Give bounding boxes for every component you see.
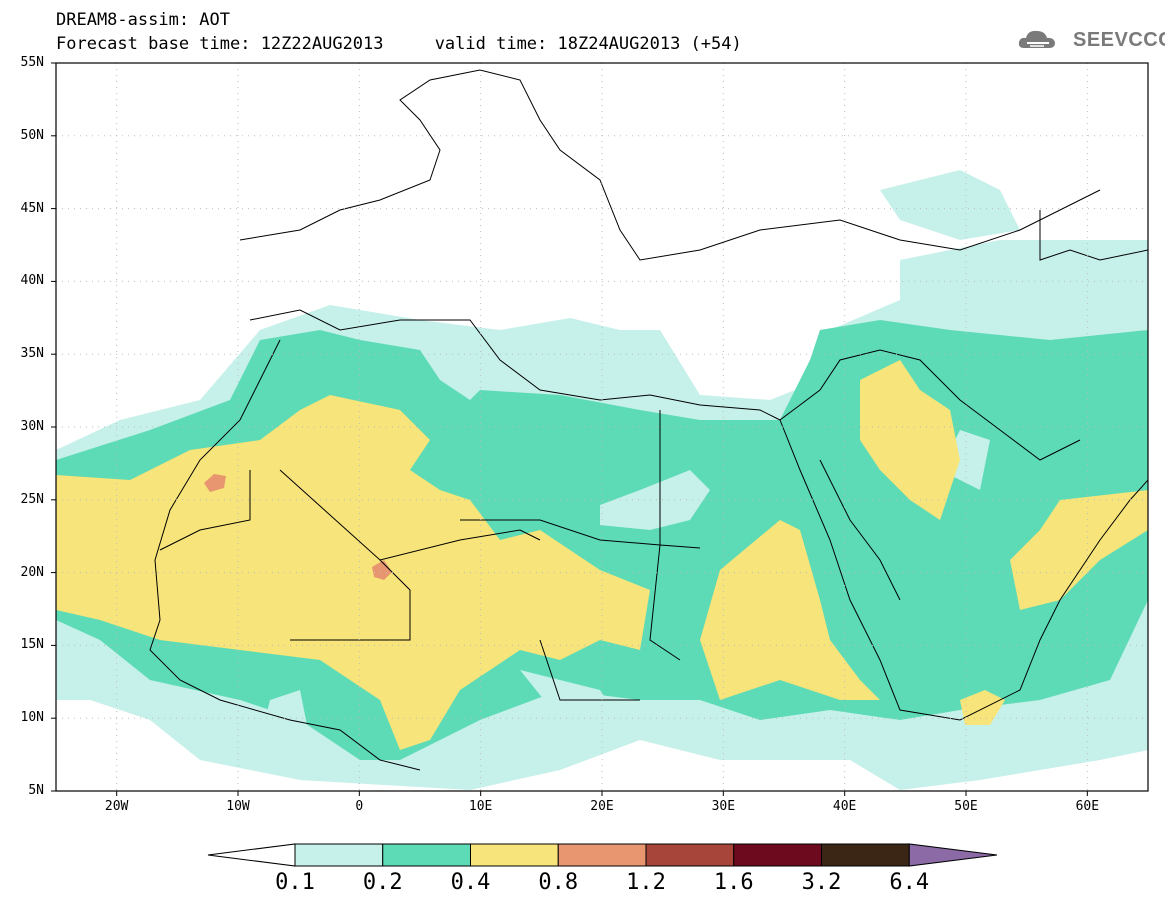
lat-label: 50N bbox=[20, 127, 44, 143]
lat-label: 10N bbox=[20, 710, 44, 726]
lon-label: 40E bbox=[832, 799, 857, 814]
lat-label: 20N bbox=[20, 564, 44, 580]
colorbar-label: 6.4 bbox=[889, 870, 930, 895]
logo-text: SEEVCCC bbox=[1073, 29, 1165, 51]
colorbar-under-triangle bbox=[207, 843, 296, 867]
lat-label: 40N bbox=[20, 273, 44, 289]
colorbar-label: 1.6 bbox=[713, 870, 754, 895]
map-title: DREAM8-assim: AOT bbox=[56, 10, 230, 30]
lat-label: 55N bbox=[20, 55, 44, 70]
lon-label: 10E bbox=[468, 799, 493, 814]
colorbar-swatch bbox=[557, 843, 647, 867]
colorbar-label: 0.4 bbox=[450, 870, 491, 895]
colorbar-swatch bbox=[821, 843, 910, 867]
colorbar-swatch bbox=[382, 843, 471, 867]
lat-label: 25N bbox=[20, 491, 44, 507]
lat-label: 5N bbox=[28, 783, 44, 798]
lon-label: 10W bbox=[226, 799, 250, 814]
lon-label: 30E bbox=[711, 799, 736, 814]
lon-label: 20E bbox=[590, 799, 614, 814]
colorbar-label: 1.2 bbox=[626, 870, 666, 895]
lon-label: 0 bbox=[355, 799, 364, 814]
colorbar-swatch bbox=[733, 843, 822, 867]
forecast-times: Forecast base time: 12Z22AUG2013 valid t… bbox=[56, 34, 742, 54]
lat-label: 15N bbox=[20, 637, 44, 653]
colorbar-swatch bbox=[294, 843, 384, 867]
colorbar-label: 0.8 bbox=[538, 870, 579, 895]
lat-label: 30N bbox=[20, 419, 44, 434]
colorbar-label: 3.2 bbox=[801, 870, 842, 895]
lat-label: 35N bbox=[20, 346, 44, 362]
colorbar-swatch bbox=[470, 843, 559, 867]
lat-label: 45N bbox=[20, 200, 44, 216]
colorbar-label: 0.2 bbox=[362, 870, 403, 895]
aot-band-0.8-1.2 bbox=[204, 474, 226, 492]
colorbar-swatch bbox=[645, 843, 735, 867]
lon-label: 60E bbox=[1075, 799, 1100, 814]
lon-label: 50E bbox=[954, 799, 978, 814]
cloud-icon bbox=[1018, 30, 1055, 48]
lon-label: 20W bbox=[104, 799, 129, 814]
colorbar-over-triangle bbox=[908, 843, 998, 867]
colorbar-label: 0.1 bbox=[275, 870, 315, 895]
